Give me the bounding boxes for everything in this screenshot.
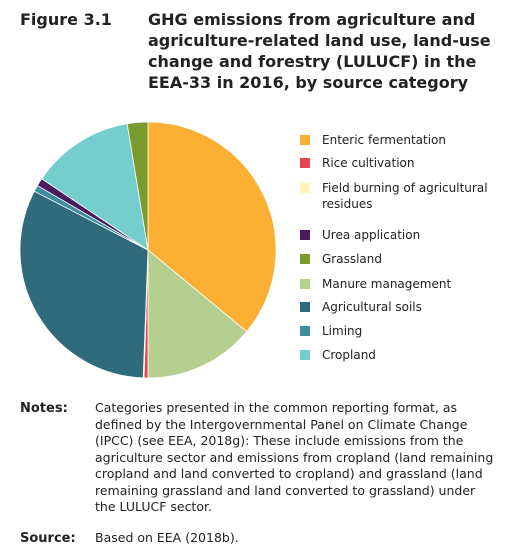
notes-text: Categories presented in the common repor… xyxy=(95,400,494,514)
pie-slice xyxy=(19,190,149,379)
legend-swatch xyxy=(300,326,310,336)
legend-swatch xyxy=(300,135,310,145)
pie-slice xyxy=(147,249,248,379)
legend-swatch xyxy=(300,254,310,264)
legend-swatch xyxy=(300,158,310,168)
legend-label: Rice cultivation xyxy=(322,156,415,170)
chart-title: GHG emissions from agriculture and agric… xyxy=(148,10,491,92)
legend-swatch xyxy=(300,183,310,193)
legend-label: Enteric fermentation xyxy=(322,133,447,147)
pie-slice xyxy=(41,123,149,251)
figure-label: Figure 3.1 xyxy=(20,10,112,29)
source-label: Source: xyxy=(20,531,76,546)
legend-label: Cropland xyxy=(322,348,376,362)
source-text: Based on EEA (2018b). xyxy=(95,530,239,545)
legend-label: Agricultural soils xyxy=(322,300,422,314)
notes-label: Notes: xyxy=(20,401,68,416)
legend-label: Liming xyxy=(322,324,363,338)
legend-swatch xyxy=(300,302,310,312)
legend-label: Manure management xyxy=(322,277,452,291)
pie-slice xyxy=(147,121,277,333)
pie-chart xyxy=(19,121,277,379)
legend-swatch xyxy=(300,230,310,240)
legend-label: Grassland xyxy=(322,252,382,266)
pie-slice xyxy=(126,121,149,251)
legend-label: Urea application xyxy=(322,228,421,242)
legend-swatch xyxy=(300,350,310,360)
legend-swatch xyxy=(300,279,310,289)
legend-label: Field burning of agricultural residues xyxy=(322,181,488,211)
